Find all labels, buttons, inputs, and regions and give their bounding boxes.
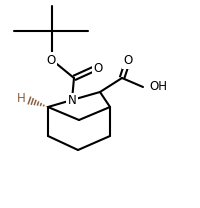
Text: H: H xyxy=(17,93,25,105)
Text: O: O xyxy=(123,54,132,68)
Text: N: N xyxy=(67,94,76,108)
Text: O: O xyxy=(46,53,55,67)
Text: O: O xyxy=(93,62,102,74)
Text: OH: OH xyxy=(148,80,166,94)
